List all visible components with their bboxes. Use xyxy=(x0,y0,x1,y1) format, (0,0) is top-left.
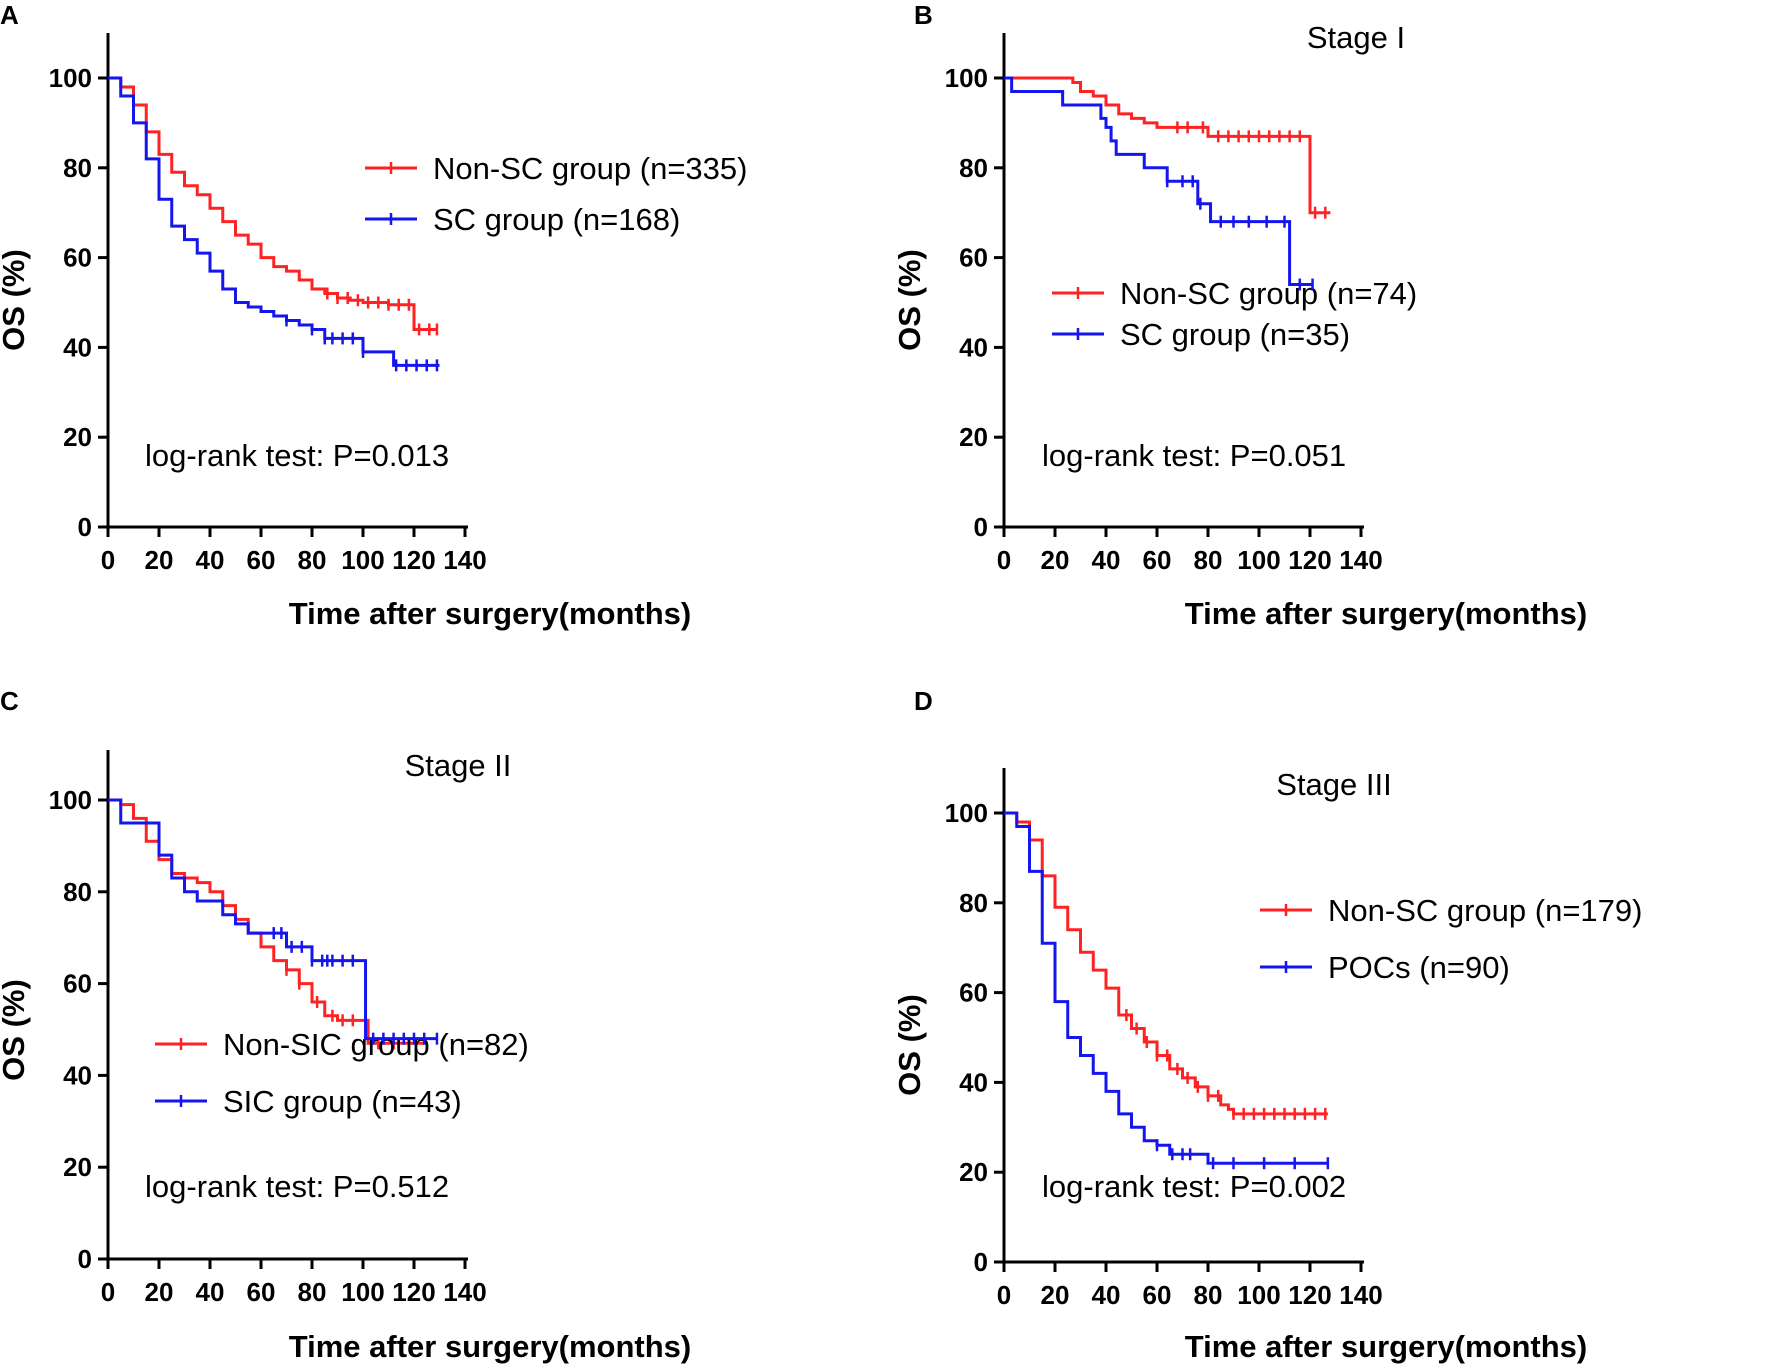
y-tick-label: 20 xyxy=(63,422,92,452)
log-rank-annotation: log-rank test: P=0.512 xyxy=(145,1169,449,1204)
panel-letter: A xyxy=(0,0,19,30)
x-tick-label: 120 xyxy=(392,545,435,575)
x-tick-label: 100 xyxy=(341,545,384,575)
panel-subtitle: Stage III xyxy=(1276,767,1391,802)
y-tick-label: 100 xyxy=(945,63,988,93)
x-tick-label: 0 xyxy=(997,1280,1011,1310)
panel-letter: D xyxy=(914,686,933,716)
panel-b: B Stage I 0 20 40 60 80 100 0 20 40 60 80 100 120 140 Ti… xyxy=(892,0,1587,631)
survival-curve-blue xyxy=(108,798,437,1041)
y-tick-label: 40 xyxy=(63,1060,92,1090)
y-tick-label: 100 xyxy=(49,63,92,93)
x-tick-label: 120 xyxy=(1288,545,1331,575)
legend-label: Non-SIC group (n=82) xyxy=(223,1027,529,1062)
x-tick-label: 60 xyxy=(1143,545,1172,575)
legend-label: POCs (n=90) xyxy=(1328,950,1510,985)
y-axis-title: OS (%) xyxy=(892,994,927,1096)
x-tick-label: 60 xyxy=(247,1277,276,1307)
x-tick-label: 100 xyxy=(1237,1280,1280,1310)
x-tick-label: 60 xyxy=(1143,1280,1172,1310)
y-tick-label: 40 xyxy=(959,332,988,362)
y-axis-title: OS (%) xyxy=(0,249,31,351)
x-tick-label: 20 xyxy=(145,1277,174,1307)
panel-subtitle: Stage I xyxy=(1307,20,1405,55)
legend-label: Non-SC group (n=335) xyxy=(433,151,747,186)
x-tick-label: 140 xyxy=(1339,545,1382,575)
y-tick-label: 0 xyxy=(974,512,988,542)
y-tick-label: 80 xyxy=(959,888,988,918)
panel-a: A 0 20 40 60 80 100 0 20 40 60 80 100 120 140 Time afte… xyxy=(0,0,747,631)
survival-curve-red xyxy=(108,798,425,1045)
y-axis-title: OS (%) xyxy=(892,249,927,351)
x-tick-label: 40 xyxy=(1092,1280,1121,1310)
y-tick-label: 80 xyxy=(63,877,92,907)
legend-label: SC group (n=168) xyxy=(433,202,680,237)
survival-curve-blue xyxy=(108,76,440,367)
x-tick-label: 60 xyxy=(247,545,276,575)
x-tick-label: 0 xyxy=(101,545,115,575)
legend-label: SIC group (n=43) xyxy=(223,1084,462,1119)
x-tick-label: 140 xyxy=(1339,1280,1382,1310)
log-rank-annotation: log-rank test: P=0.051 xyxy=(1042,438,1346,473)
x-tick-label: 120 xyxy=(392,1277,435,1307)
panels: A 0 20 40 60 80 100 0 20 40 60 80 100 120 140 Time afte… xyxy=(0,0,1642,1364)
survival-curve-blue xyxy=(1004,76,1313,287)
x-tick-label: 120 xyxy=(1288,1280,1331,1310)
log-rank-annotation: log-rank test: P=0.013 xyxy=(145,438,449,473)
y-tick-label: 100 xyxy=(945,798,988,828)
x-tick-label: 100 xyxy=(341,1277,384,1307)
x-tick-label: 20 xyxy=(145,545,174,575)
x-axis-title: Time after surgery(months) xyxy=(289,596,692,631)
x-tick-label: 100 xyxy=(1237,545,1280,575)
survival-curve-red xyxy=(1004,76,1331,215)
y-tick-label: 20 xyxy=(959,422,988,452)
x-tick-label: 140 xyxy=(443,1277,486,1307)
y-tick-label: 60 xyxy=(959,243,988,273)
x-tick-label: 80 xyxy=(298,545,327,575)
legend-label: Non-SC group (n=74) xyxy=(1120,276,1417,311)
panel-c: C Stage II 0 20 40 60 80 100 0 20 40 60 80 100 120 140 T… xyxy=(0,686,691,1364)
panel-subtitle: Stage II xyxy=(405,748,512,783)
x-axis-title: Time after surgery(months) xyxy=(289,1329,692,1364)
y-tick-label: 80 xyxy=(959,153,988,183)
y-tick-label: 40 xyxy=(63,332,92,362)
x-tick-label: 80 xyxy=(298,1277,327,1307)
panel-d: D Stage III 0 20 40 60 80 100 0 20 40 60 80 100 120 140… xyxy=(892,686,1642,1364)
x-tick-label: 20 xyxy=(1041,1280,1070,1310)
legend-label: Non-SC group (n=179) xyxy=(1328,893,1642,928)
y-tick-label: 0 xyxy=(78,1244,92,1274)
x-tick-label: 0 xyxy=(101,1277,115,1307)
panel-letter: C xyxy=(0,686,19,716)
y-tick-label: 100 xyxy=(49,785,92,815)
log-rank-annotation: log-rank test: P=0.002 xyxy=(1042,1169,1346,1204)
y-tick-label: 80 xyxy=(63,153,92,183)
y-tick-label: 60 xyxy=(63,243,92,273)
survival-curve-red xyxy=(108,76,437,331)
x-tick-label: 40 xyxy=(1092,545,1121,575)
x-tick-label: 140 xyxy=(443,545,486,575)
x-tick-label: 40 xyxy=(196,545,225,575)
survival-curve-red xyxy=(1004,811,1328,1116)
y-tick-label: 60 xyxy=(959,978,988,1008)
y-tick-label: 0 xyxy=(78,512,92,542)
y-tick-label: 20 xyxy=(959,1157,988,1187)
y-tick-label: 0 xyxy=(974,1247,988,1277)
legend-label: SC group (n=35) xyxy=(1120,317,1350,352)
y-axis-title: OS (%) xyxy=(0,979,31,1081)
y-tick-label: 20 xyxy=(63,1152,92,1182)
x-tick-label: 40 xyxy=(196,1277,225,1307)
x-axis-title: Time after surgery(months) xyxy=(1185,596,1588,631)
x-axis-title: Time after surgery(months) xyxy=(1185,1329,1588,1364)
survival-curve-blue xyxy=(1004,811,1328,1165)
x-tick-label: 20 xyxy=(1041,545,1070,575)
y-tick-label: 40 xyxy=(959,1067,988,1097)
panel-letter: B xyxy=(914,0,933,30)
x-tick-label: 80 xyxy=(1194,1280,1223,1310)
x-tick-label: 80 xyxy=(1194,545,1223,575)
y-tick-label: 60 xyxy=(63,969,92,999)
x-tick-label: 0 xyxy=(997,545,1011,575)
